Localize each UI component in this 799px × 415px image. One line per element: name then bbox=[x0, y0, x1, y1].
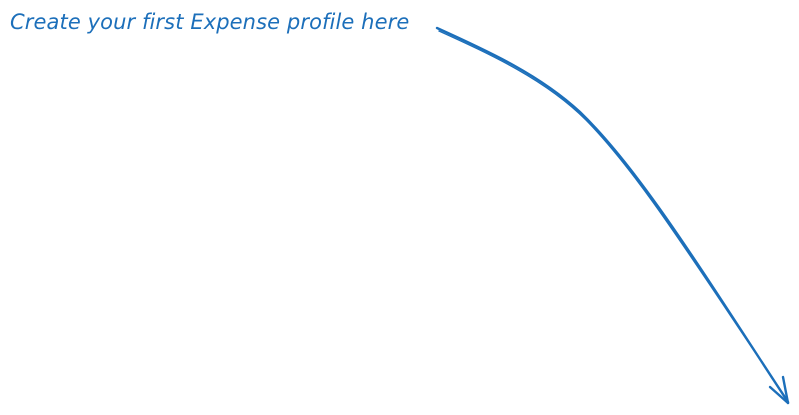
onboarding-hint-text: Create your first Expense profile here bbox=[10, 10, 410, 34]
